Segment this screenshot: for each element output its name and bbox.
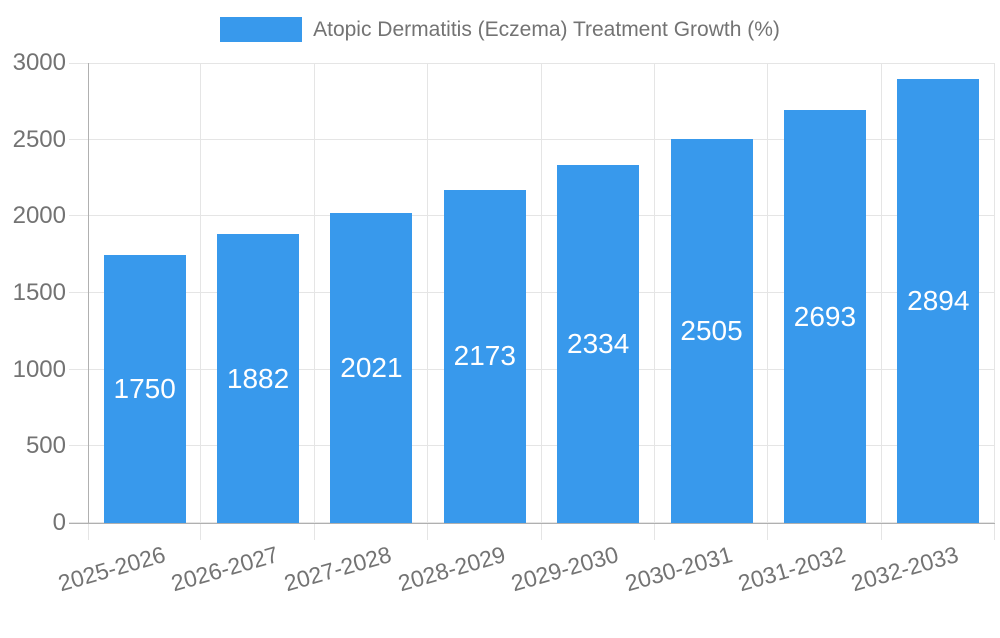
gridline <box>69 215 995 217</box>
chart-page: Atopic Dermatitis (Eczema) Treatment Gro… <box>0 17 1000 597</box>
y-axis-tick-label: 1500 <box>12 279 66 306</box>
bar-value-label: 2334 <box>567 328 630 360</box>
y-axis-tick-label: 0 <box>52 509 66 536</box>
bar-value-label: 2021 <box>340 352 403 384</box>
gridline <box>69 445 995 447</box>
y-axis-tick-label: 2000 <box>12 202 66 230</box>
bar-value-label: 1882 <box>226 362 290 394</box>
gridline <box>69 138 995 140</box>
y-axis-tick-label: 2500 <box>12 125 66 153</box>
gridline <box>314 63 315 540</box>
bar-value-label: 2173 <box>453 340 516 372</box>
plot-area: 0 500 1000 1500 2000 2500 3000 1750 2025-2026 188… <box>13 50 995 596</box>
gridline <box>69 292 995 293</box>
chart-legend[interactable]: Atopic Dermatitis (Eczema) Treatment Gro… <box>0 17 1000 42</box>
gridline <box>69 368 995 370</box>
bar[interactable] <box>217 234 300 523</box>
y-axis-tick-label: 3000 <box>12 49 66 76</box>
bar-value-label: 1750 <box>113 372 176 404</box>
gridline <box>994 63 995 540</box>
bar-value-label: 2505 <box>680 314 743 346</box>
legend-label: Atopic Dermatitis (Eczema) Treatment Gro… <box>313 18 780 41</box>
y-axis-tick-label: 1000 <box>12 355 66 383</box>
bar[interactable] <box>103 254 186 523</box>
legend-swatch <box>220 17 303 42</box>
gridline <box>767 63 768 540</box>
gridline <box>427 63 428 540</box>
bar[interactable] <box>557 165 640 523</box>
y-axis-line <box>88 63 89 523</box>
bar[interactable] <box>783 110 866 523</box>
gridline <box>654 63 655 540</box>
bar[interactable] <box>330 213 413 523</box>
gridline <box>541 63 542 540</box>
gridline <box>881 63 882 540</box>
gridline <box>69 63 995 64</box>
y-axis-tick-label: 500 <box>25 432 66 460</box>
axis-tick <box>88 523 89 540</box>
bar-value-label: 2693 <box>793 300 857 332</box>
bar[interactable] <box>443 189 526 523</box>
x-axis-line <box>69 523 995 524</box>
gridline <box>69 522 995 523</box>
bar-value-label: 2894 <box>907 285 970 317</box>
gridline <box>200 63 201 540</box>
bar[interactable] <box>670 138 753 523</box>
bar[interactable] <box>897 79 980 523</box>
